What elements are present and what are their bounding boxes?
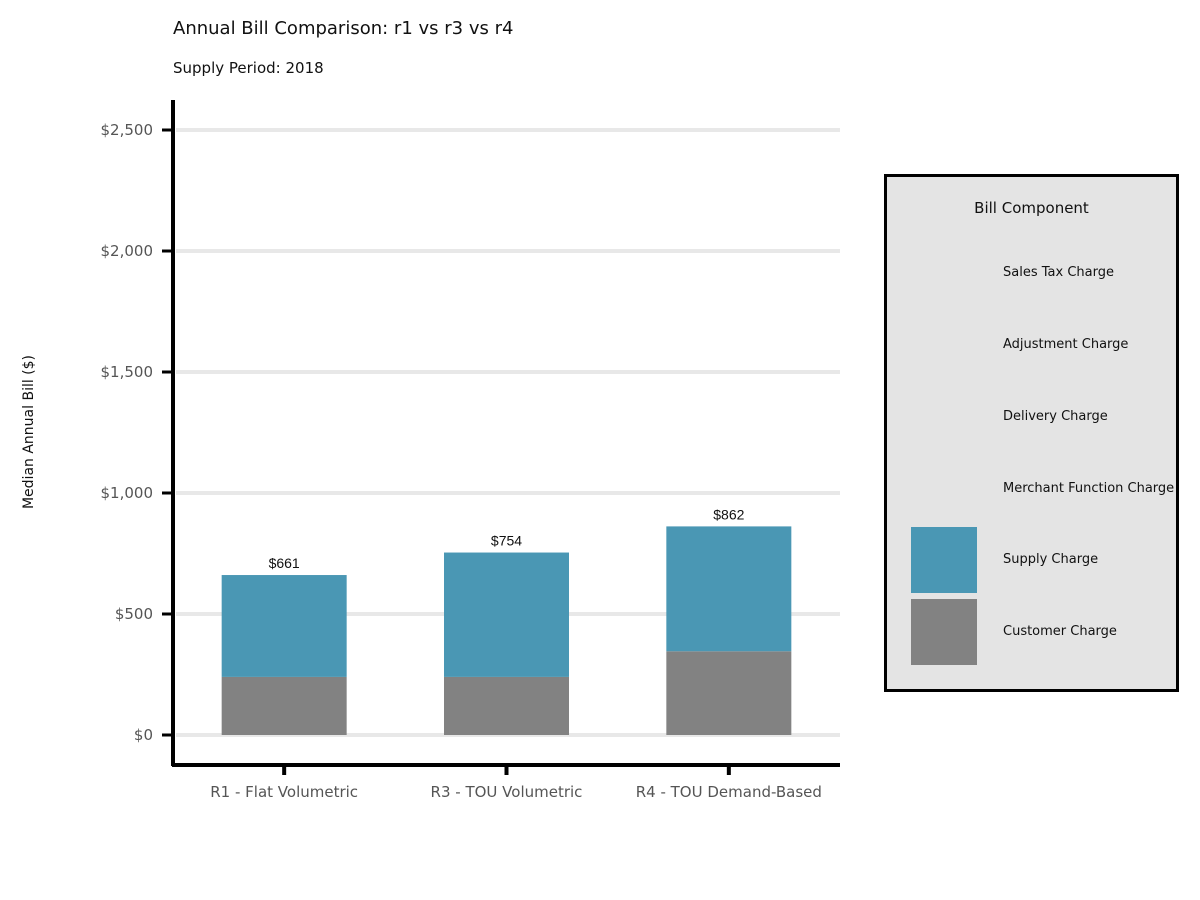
- y-tick-label: $500: [115, 605, 153, 623]
- legend: Bill Component Sales Tax Charge Adjustme…: [884, 174, 1179, 692]
- legend-swatch: [911, 527, 977, 593]
- legend-item-adjustment: Adjustment Charge: [887, 312, 1176, 378]
- bar-total-label: $661: [269, 555, 300, 571]
- y-tick-label: $2,500: [101, 121, 154, 139]
- legend-label: Sales Tax Charge: [1003, 265, 1114, 280]
- y-tick-label: $0: [134, 726, 153, 744]
- legend-item-merchant-function: Merchant Function Charge: [887, 456, 1176, 522]
- x-tick-label: R4 - TOU Demand-Based: [636, 783, 822, 801]
- bar-segment-supply-charge: [444, 552, 569, 677]
- y-tick-label: $1,500: [101, 363, 154, 381]
- labels: $0 $500 $1,000 $1,500 $2,000 $2,500 $661 R1 - F…: [101, 121, 822, 801]
- legend-item-delivery: Delivery Charge: [887, 384, 1176, 450]
- chart-subtitle: Supply Period: 2018: [173, 59, 324, 77]
- bar-segment-customer-charge: [221, 676, 347, 735]
- bar-segment-supply-charge: [221, 575, 347, 677]
- legend-swatch: [911, 599, 977, 665]
- legend-label: Customer Charge: [1003, 624, 1117, 639]
- bars: [221, 526, 792, 735]
- bar-total-label: $862: [713, 506, 744, 522]
- legend-item-supply: Supply Charge: [887, 527, 1176, 593]
- bar-segment-supply-charge: [666, 526, 792, 652]
- legend-swatch: [911, 312, 977, 378]
- bar-segment-customer-charge: [444, 676, 569, 735]
- legend-label: Delivery Charge: [1003, 409, 1108, 424]
- legend-item-sales-tax: Sales Tax Charge: [887, 240, 1176, 306]
- legend-swatch: [911, 384, 977, 450]
- x-tick-label: R1 - Flat Volumetric: [210, 783, 358, 801]
- bar-segment-customer-charge: [666, 651, 792, 735]
- legend-label: Supply Charge: [1003, 552, 1099, 567]
- legend-title: Bill Component: [974, 199, 1089, 217]
- chart-title: Annual Bill Comparison: r1 vs r3 vs r4: [173, 18, 514, 39]
- axes: [162, 100, 840, 775]
- legend-swatch: [911, 240, 977, 306]
- legend-label: Merchant Function Charge: [1003, 481, 1175, 496]
- legend-item-customer: Customer Charge: [887, 599, 1176, 665]
- bar-total-label: $754: [491, 533, 522, 549]
- legend-swatch: [911, 456, 977, 522]
- legend-label: Adjustment Charge: [1003, 337, 1129, 352]
- y-tick-label: $2,000: [101, 242, 154, 260]
- x-tick-label: R3 - TOU Volumetric: [431, 783, 583, 801]
- y-tick-label: $1,000: [101, 484, 154, 502]
